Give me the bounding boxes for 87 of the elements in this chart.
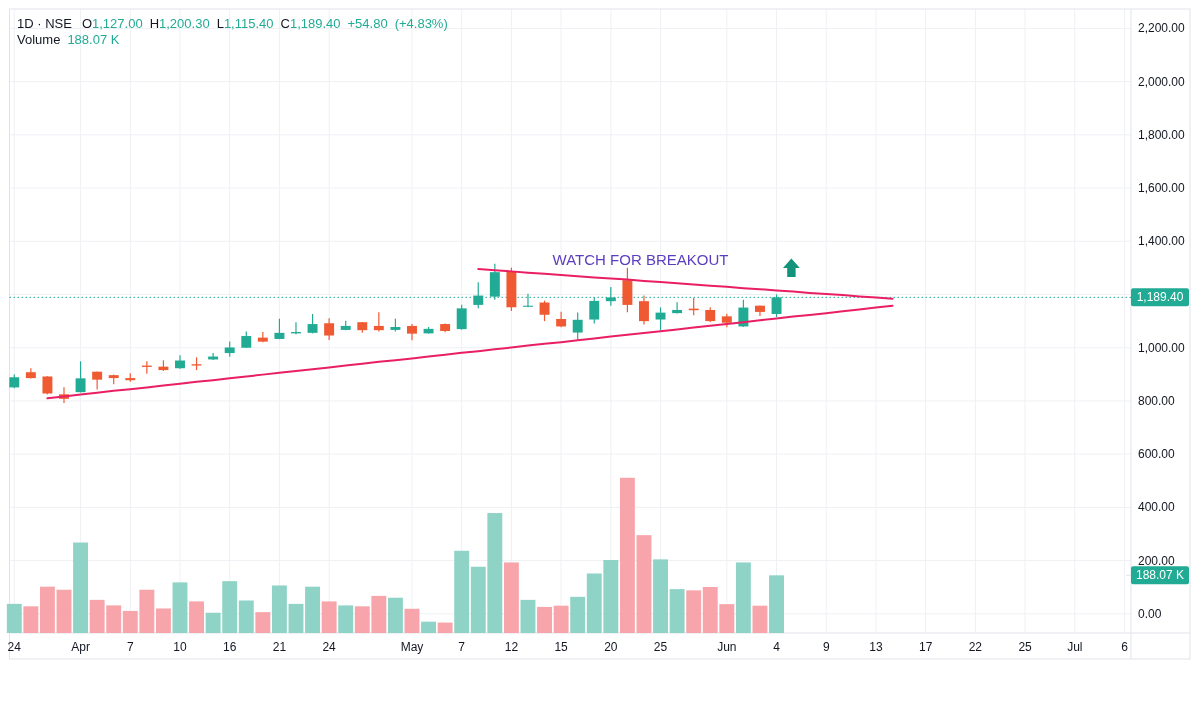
bar [553, 605, 569, 633]
text: O1,127.00 H1,200.30 L1,115.40 C1,189.40 +54.80 (+4.83%) [81, 16, 448, 31]
line-series [46, 304, 894, 400]
bar [189, 601, 205, 633]
bar [503, 562, 519, 633]
y-tick-label: 2,200.00 [1138, 21, 1186, 36]
bar [769, 575, 784, 633]
y-tick-label: 2,000.00 [1138, 74, 1186, 89]
y-tick-label: 0.00 [1138, 606, 1162, 621]
bar [23, 606, 39, 633]
bar [56, 589, 72, 633]
bar [669, 589, 685, 633]
bar [39, 586, 55, 633]
y-tick-label: 200.00 [1138, 553, 1176, 568]
x-tick-label: 20 [604, 640, 618, 654]
x-tick-label: 25 [1018, 640, 1033, 654]
bar [238, 600, 254, 633]
bar [172, 582, 188, 633]
y-tick-label: 1,000.00 [1138, 340, 1186, 355]
bar [570, 596, 586, 633]
candlestick [539, 300, 550, 322]
x-tick-label: 24 [322, 640, 337, 654]
text: 1D · NSE [17, 16, 73, 31]
x-tick-label: 9 [822, 640, 830, 654]
x-tick-label: 24 [7, 640, 22, 654]
bar [321, 601, 337, 633]
bar [619, 477, 635, 633]
bar [653, 559, 668, 633]
y-tick-label: 800.00 [1138, 393, 1176, 408]
candlestick [655, 306, 666, 331]
bar [421, 621, 437, 633]
bar [288, 603, 304, 633]
y-tick-label: 400.00 [1138, 500, 1176, 515]
x-tick-label: 4 [773, 640, 781, 654]
x-tick-label: 15 [554, 640, 569, 654]
x-tick-label: 25 [653, 640, 668, 654]
candlestick [373, 311, 384, 333]
x-tick-label: 10 [173, 640, 187, 654]
candlestick [589, 296, 600, 325]
candlestick [605, 286, 616, 307]
candlestick [473, 281, 484, 309]
candlestick [456, 304, 467, 331]
x-tick-label: 17 [918, 640, 933, 654]
bar [404, 608, 420, 633]
x-tick-label: Apr [71, 640, 90, 654]
bar [155, 608, 171, 633]
x-tick-label: 21 [272, 640, 287, 654]
x-tick-label: 22 [968, 640, 983, 654]
bar [636, 535, 652, 633]
candlestick [639, 294, 649, 326]
bar [686, 590, 702, 633]
y-tick-label: 1,600.00 [1138, 181, 1186, 196]
x-tick-label: 6 [1121, 640, 1129, 654]
bar [454, 550, 470, 633]
x-tick-label: 7 [126, 640, 134, 654]
bar [735, 562, 751, 633]
x-tick-label: 12 [504, 640, 519, 654]
x-tick-label: Jul [1067, 640, 1083, 654]
bar [437, 622, 453, 633]
annotation: Volume 188.07 K [17, 32, 120, 47]
candlestick [92, 370, 103, 391]
candlestick [672, 301, 683, 315]
bar [752, 605, 768, 633]
candlestick [572, 312, 583, 341]
bar [6, 603, 22, 633]
bar [537, 606, 552, 633]
line-series [477, 267, 894, 300]
x-tick-label: 16 [223, 640, 237, 654]
bar [305, 586, 321, 633]
y-tick-label: 1,800.00 [1138, 127, 1186, 142]
bar [387, 597, 403, 633]
ref-line-label: 1,189.40 [1136, 290, 1184, 305]
candlestick [324, 317, 335, 341]
bar [520, 599, 536, 633]
x-tick-label: 13 [869, 640, 883, 654]
bar [255, 612, 271, 633]
x-tick-label: May [400, 640, 424, 654]
bar [338, 605, 354, 633]
bar [73, 542, 89, 633]
candlestick [75, 360, 86, 394]
y2-tick-label: 188.07 K [1135, 568, 1185, 583]
bar [271, 585, 287, 633]
x-tick-label: Jun [717, 640, 737, 654]
annotation: WATCH FOR BREAKOUT [552, 251, 729, 268]
y-tick-label: 600.00 [1138, 447, 1176, 462]
y-tick-label: 1,400.00 [1138, 234, 1186, 249]
x-tick-label: 7 [458, 640, 466, 654]
